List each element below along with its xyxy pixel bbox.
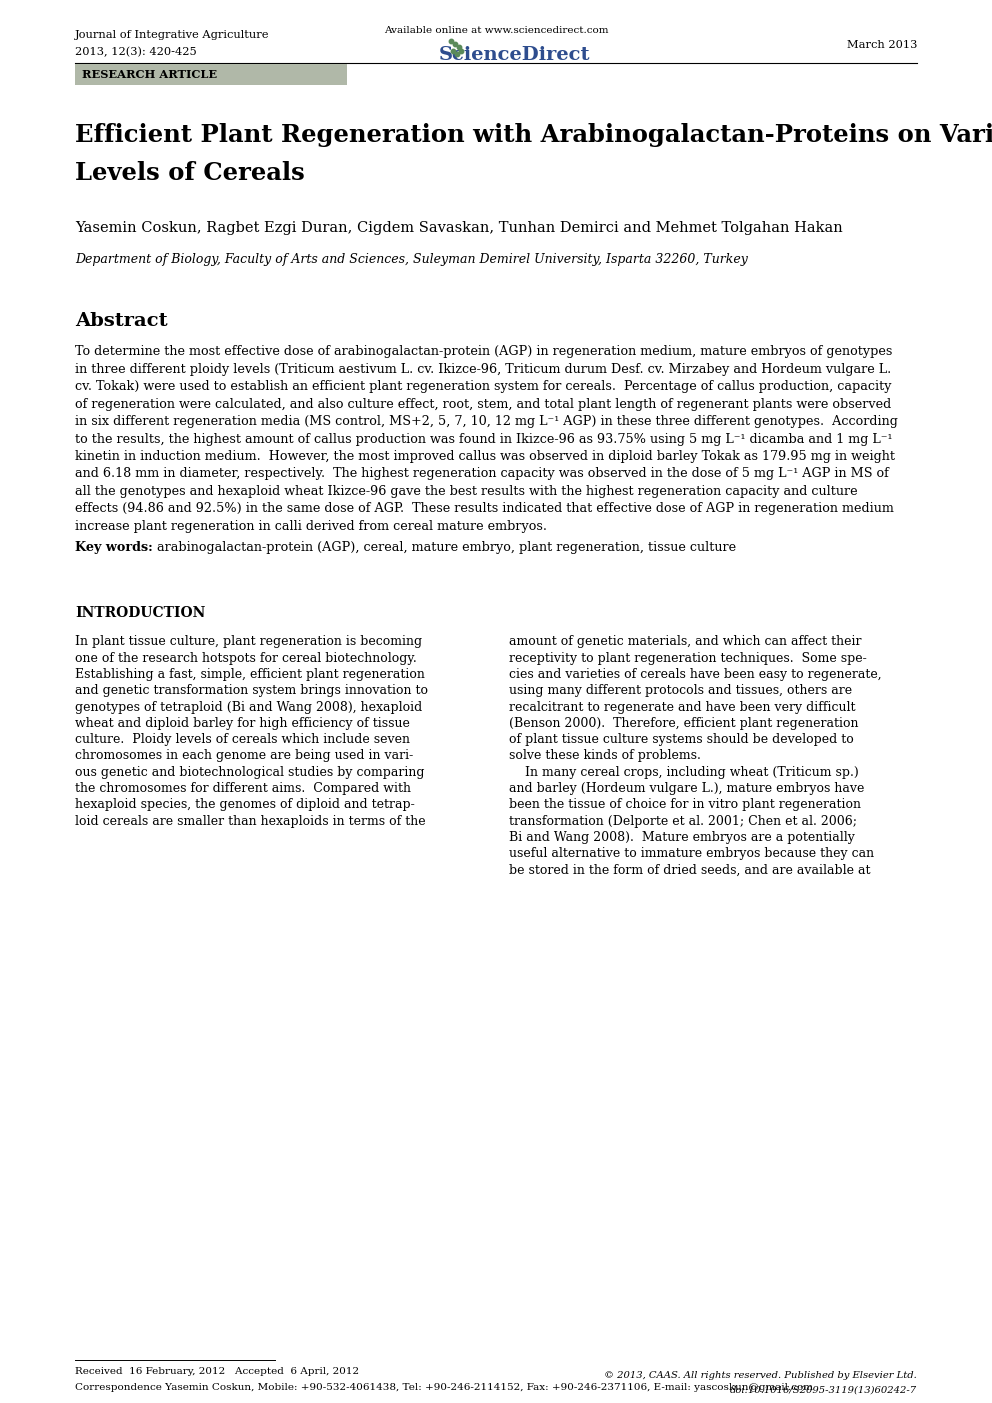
Text: hexaploid species, the genomes of diploid and tetrap-: hexaploid species, the genomes of diploi… — [75, 798, 415, 811]
Text: In plant tissue culture, plant regeneration is becoming: In plant tissue culture, plant regenerat… — [75, 636, 423, 648]
Text: chromosomes in each genome are being used in vari-: chromosomes in each genome are being use… — [75, 749, 414, 762]
Text: (Benson 2000).  Therefore, efficient plant regeneration: (Benson 2000). Therefore, efficient plan… — [509, 717, 858, 730]
Text: to the results, the highest amount of callus production was found in Ikizce-96 a: to the results, the highest amount of ca… — [75, 432, 893, 446]
Text: and genetic transformation system brings innovation to: and genetic transformation system brings… — [75, 685, 428, 697]
Text: ous genetic and biotechnological studies by comparing: ous genetic and biotechnological studies… — [75, 766, 425, 779]
Text: Key words:: Key words: — [75, 542, 158, 554]
Text: ScienceDirect: ScienceDirect — [438, 45, 590, 63]
Text: Available online at www.sciencedirect.com: Available online at www.sciencedirect.co… — [384, 27, 608, 35]
Text: In many cereal crops, including wheat (Triticum sp.): In many cereal crops, including wheat (T… — [509, 766, 859, 779]
Text: 2013, 12(3): 420-425: 2013, 12(3): 420-425 — [75, 46, 196, 58]
Text: receptivity to plant regeneration techniques.  Some spe-: receptivity to plant regeneration techni… — [509, 652, 867, 665]
Text: cv. Tokak) were used to establish an efficient plant regeneration system for cer: cv. Tokak) were used to establish an eff… — [75, 380, 892, 393]
FancyBboxPatch shape — [75, 63, 347, 86]
Text: effects (94.86 and 92.5%) in the same dose of AGP.  These results indicated that: effects (94.86 and 92.5%) in the same do… — [75, 502, 894, 515]
Text: Yasemin Coskun, Ragbet Ezgi Duran, Cigdem Savaskan, Tunhan Demirci and Mehmet To: Yasemin Coskun, Ragbet Ezgi Duran, Cigde… — [75, 222, 843, 234]
Text: INTRODUCTION: INTRODUCTION — [75, 606, 205, 620]
Text: in six different regeneration media (MS control, MS+2, 5, 7, 10, 12 mg L⁻¹ AGP) : in six different regeneration media (MS … — [75, 415, 898, 428]
Text: arabinogalactan-protein (AGP), cereal, mature embryo, plant regeneration, tissue: arabinogalactan-protein (AGP), cereal, m… — [157, 542, 736, 554]
Text: Bi and Wang 2008).  Mature embryos are a potentially: Bi and Wang 2008). Mature embryos are a … — [509, 831, 855, 845]
Text: culture.  Ploidy levels of cereals which include seven: culture. Ploidy levels of cereals which … — [75, 734, 410, 746]
Text: Correspondence Yasemin Coskun, Mobile: +90-532-4061438, Tel: +90-246-2114152, Fa: Correspondence Yasemin Coskun, Mobile: +… — [75, 1382, 813, 1392]
Text: increase plant regeneration in calli derived from cereal mature embryos.: increase plant regeneration in calli der… — [75, 519, 547, 533]
Text: Department of Biology, Faculty of Arts and Sciences, Suleyman Demirel University: Department of Biology, Faculty of Arts a… — [75, 253, 748, 265]
Text: using many different protocols and tissues, others are: using many different protocols and tissu… — [509, 685, 852, 697]
Text: and barley (Hordeum vulgare L.), mature embryos have: and barley (Hordeum vulgare L.), mature … — [509, 781, 864, 796]
Text: © 2013, CAAS. All rights reserved. Published by Elsevier Ltd.: © 2013, CAAS. All rights reserved. Publi… — [604, 1372, 917, 1381]
Text: Efficient Plant Regeneration with Arabinogalactan-Proteins on Various Ploidy: Efficient Plant Regeneration with Arabin… — [75, 123, 992, 147]
Text: wheat and diploid barley for high efficiency of tissue: wheat and diploid barley for high effici… — [75, 717, 410, 730]
Text: Journal of Integrative Agriculture: Journal of Integrative Agriculture — [75, 29, 270, 41]
Text: and 6.18 mm in diameter, respectively.  The highest regeneration capacity was ob: and 6.18 mm in diameter, respectively. T… — [75, 467, 889, 480]
Text: in three different ploidy levels (Triticum aestivum L. cv. Ikizce-96, Triticum d: in three different ploidy levels (Tritic… — [75, 363, 891, 376]
Text: all the genotypes and hexaploid wheat Ikizce-96 gave the best results with the h: all the genotypes and hexaploid wheat Ik… — [75, 484, 858, 498]
Text: been the tissue of choice for in vitro plant regeneration: been the tissue of choice for in vitro p… — [509, 798, 861, 811]
Text: Levels of Cereals: Levels of Cereals — [75, 161, 305, 185]
Text: be stored in the form of dried seeds, and are available at: be stored in the form of dried seeds, an… — [509, 864, 871, 877]
Text: Received  16 February, 2012   Accepted  6 April, 2012: Received 16 February, 2012 Accepted 6 Ap… — [75, 1368, 359, 1376]
Text: of regeneration were calculated, and also culture effect, root, stem, and total : of regeneration were calculated, and als… — [75, 397, 891, 411]
Text: loid cereals are smaller than hexaploids in terms of the: loid cereals are smaller than hexaploids… — [75, 815, 426, 828]
Text: cies and varieties of cereals have been easy to regenerate,: cies and varieties of cereals have been … — [509, 668, 882, 680]
Text: transformation (Delporte et al. 2001; Chen et al. 2006;: transformation (Delporte et al. 2001; Ch… — [509, 815, 857, 828]
Text: kinetin in induction medium.  However, the most improved callus was observed in : kinetin in induction medium. However, th… — [75, 450, 895, 463]
Text: recalcitrant to regenerate and have been very difficult: recalcitrant to regenerate and have been… — [509, 700, 855, 714]
Text: Abstract: Abstract — [75, 313, 168, 331]
Text: useful alternative to immature embryos because they can: useful alternative to immature embryos b… — [509, 847, 874, 860]
Text: Establishing a fast, simple, efficient plant regeneration: Establishing a fast, simple, efficient p… — [75, 668, 425, 680]
Text: March 2013: March 2013 — [846, 41, 917, 51]
Text: genotypes of tetraploid (Bi and Wang 2008), hexaploid: genotypes of tetraploid (Bi and Wang 200… — [75, 700, 423, 714]
Text: of plant tissue culture systems should be developed to: of plant tissue culture systems should b… — [509, 734, 854, 746]
Text: amount of genetic materials, and which can affect their: amount of genetic materials, and which c… — [509, 636, 861, 648]
Text: one of the research hotspots for cereal biotechnology.: one of the research hotspots for cereal … — [75, 652, 417, 665]
Text: RESEARCH ARTICLE: RESEARCH ARTICLE — [82, 69, 217, 80]
Text: doi:10.1016/S2095-3119(13)60242-7: doi:10.1016/S2095-3119(13)60242-7 — [730, 1386, 917, 1395]
Text: the chromosomes for different aims.  Compared with: the chromosomes for different aims. Comp… — [75, 781, 411, 796]
Text: solve these kinds of problems.: solve these kinds of problems. — [509, 749, 701, 762]
Text: To determine the most effective dose of arabinogalactan-protein (AGP) in regener: To determine the most effective dose of … — [75, 345, 893, 359]
